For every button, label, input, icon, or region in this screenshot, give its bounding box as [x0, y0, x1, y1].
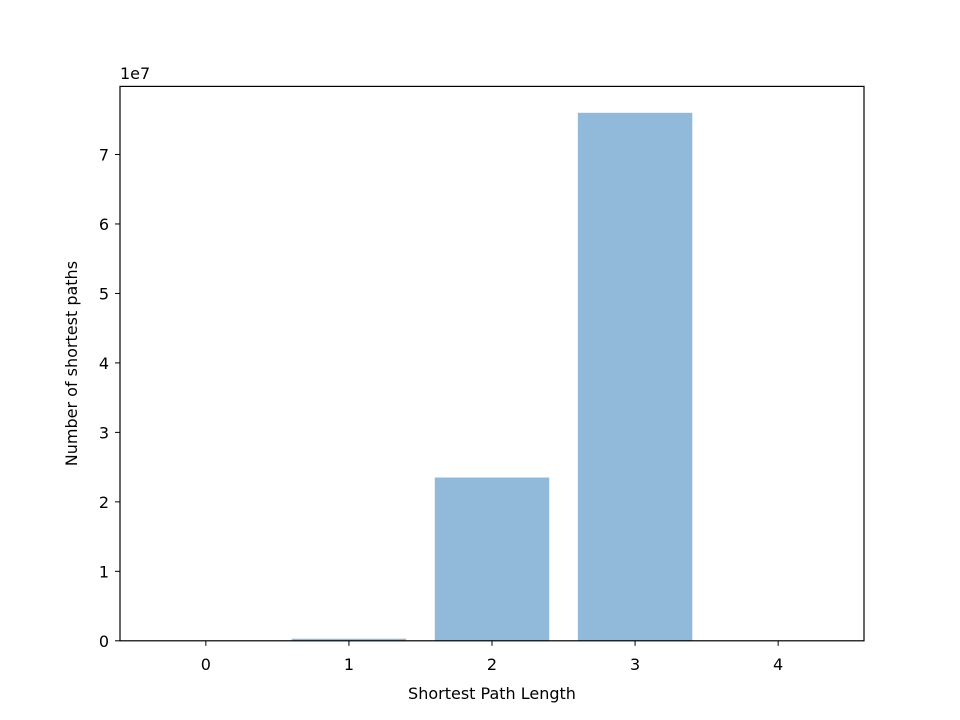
x-tick-label: 0	[201, 655, 211, 674]
y-tick-label: 2	[99, 493, 109, 512]
x-axis-ticks: 0 1 2 3 4	[201, 640, 783, 674]
y-tick-label: 7	[99, 145, 109, 164]
y-axis-ticks: 0 1 2 3 4 5 6 7	[99, 145, 120, 651]
bar-2	[434, 477, 550, 641]
y-axis-label: Number of shortest paths	[62, 261, 81, 466]
y-tick-label: 0	[99, 632, 109, 651]
y-axis-offset-label: 1e7	[120, 64, 150, 83]
x-axis-label: Shortest Path Length	[408, 684, 576, 703]
bars-group	[291, 112, 693, 641]
y-tick-label: 3	[99, 423, 109, 442]
bar-1	[291, 638, 407, 641]
y-tick-label: 4	[99, 354, 109, 373]
x-tick-label: 2	[487, 655, 497, 674]
y-tick-label: 1	[99, 562, 109, 581]
x-tick-label: 3	[630, 655, 640, 674]
y-tick-label: 5	[99, 284, 109, 303]
x-tick-label: 1	[344, 655, 354, 674]
bar-3	[577, 112, 693, 641]
x-tick-label: 4	[773, 655, 783, 674]
y-tick-label: 6	[99, 215, 109, 234]
